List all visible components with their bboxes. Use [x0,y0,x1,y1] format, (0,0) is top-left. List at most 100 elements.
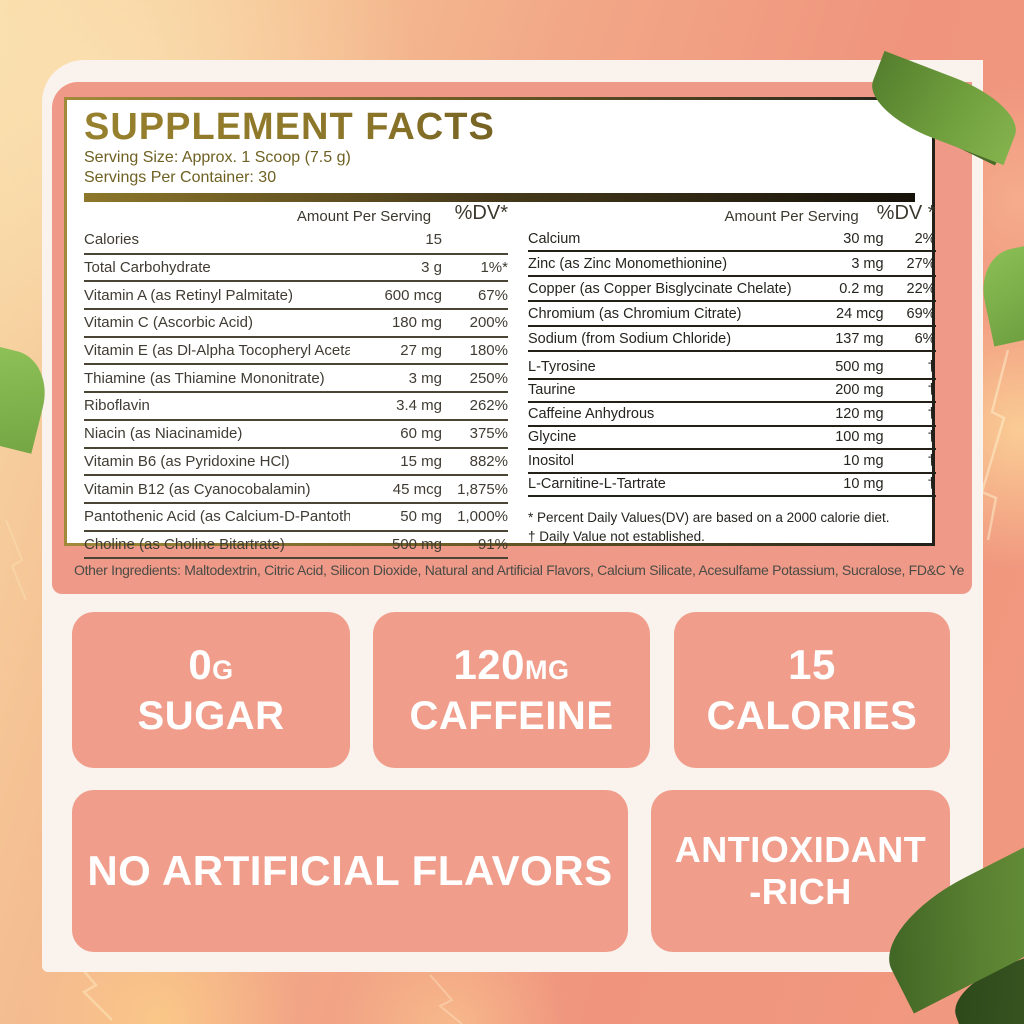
badge-label: NO ARTIFICIAL FLAVORS [87,847,613,894]
nutrient-amount: 180 mg [391,314,442,332]
nutrient-amount: 60 mg [400,425,442,443]
nutrient-name: Vitamin C (Ascorbic Acid) [84,314,253,332]
nutrient-dv: † [927,452,936,469]
amount-per-serving-header: Amount Per Serving [296,208,432,225]
table-row: Vitamin A (as Retinyl Palmitate) 600 mcg… [84,282,508,311]
badge-label-line2: -RICH [749,871,852,912]
nutrient-amount: 120 mg [835,405,884,422]
nutrient-name: Vitamin E (as Dl-Alpha Tocopheryl Acetat… [84,342,350,360]
table-row: Glycine 100 mg † [528,427,936,450]
table-row: Pantothenic Acid (as Calcium-D-Pantothen… [84,504,508,532]
nutrient-name: Vitamin B6 (as Pyridoxine HCl) [84,452,290,470]
table-row: Niacin (as Niacinamide) 60 mg 375% [84,421,508,449]
nutrient-dv: † [927,358,936,375]
nutrient-dv: 375% [469,425,508,443]
table-row: L-Tyrosine 500 mg † [528,356,936,380]
nutrient-amount: 137 mg [835,330,884,347]
aminos-rows: L-Tyrosine 500 mg † Taurine 200 mg † [528,356,936,497]
nutrient-dv: † [927,476,936,493]
nutrient-dv: 27% [906,255,936,272]
header-divider-bar [84,193,915,202]
table-row: Calcium 30 mg 2% [528,227,936,252]
table-row: Total Carbohydrate 3 g 1%* [84,255,508,283]
supplement-label-block: SUPPLEMENT FACTS Serving Size: Approx. 1… [52,82,972,594]
right-column: Amount Per Serving %DV * Calcium 30 mg 2… [514,202,936,544]
left-column: Amount Per Serving %DV* Calories 15 [84,202,508,560]
nutrient-amount: 24 mcg [836,305,884,322]
badge-label-line1: ANTIOXIDANT [674,829,927,870]
table-row: Inositol 10 mg † [528,450,936,474]
nutrient-dv: † [927,429,936,446]
badge-value: 15 [788,640,836,688]
nutrient-amount: 100 mg [835,429,884,446]
badge-label: SUGAR [137,693,285,738]
nutrient-dv: 250% [469,369,508,387]
badge-unit: MG [525,654,570,685]
badge-sugar: 0G SUGAR [72,612,350,768]
nutrient-name: Vitamin A (as Retinyl Palmitate) [84,286,293,304]
nutrient-name: Choline (as Choline Bitartrate) [84,535,285,553]
nutrient-name: Pantothenic Acid (as Calcium-D-Pantothen… [84,508,350,526]
nutrient-amount: 30 mg [843,230,884,247]
badge-value-line: 15 [788,640,836,693]
nutrient-name: Taurine [528,382,576,399]
nutrient-amount: 3 g [421,259,442,277]
table-row: Taurine 200 mg † [528,380,936,403]
badge-unit: G [212,654,234,685]
nutrient-amount: 15 [425,231,442,249]
servings-per-container: Servings Per Container: 30 [84,169,277,186]
nutrient-name: Thiamine (as Thiamine Mononitrate) [84,369,325,387]
footnote-dv: * Percent Daily Values(DV) are based on … [528,510,890,525]
table-row: Vitamin B12 (as Cyanocobalamin) 45 mcg 1… [84,476,508,504]
nutrient-amount: 3.4 mg [396,397,442,415]
nutrient-name: Calories [84,231,140,249]
table-row: Vitamin B6 (as Pyridoxine HCl) 15 mg 882… [84,449,508,477]
nutrient-name: Inositol [528,452,574,469]
table-row: Vitamin C (Ascorbic Acid) 180 mg 200% [84,310,508,338]
badge-antioxidant-rich: ANTIOXIDANT -RICH [651,790,950,952]
badge-calories: 15 CALORIES [674,612,950,768]
nutrient-dv: 1,000% [457,508,508,526]
badge-value-line: 0G [188,640,234,693]
nutrient-amount: 200 mg [835,382,884,399]
nutrient-dv: 1,875% [457,480,508,498]
nutrient-dv: 69% [906,305,936,322]
nutrient-name: Zinc (as Zinc Monomethionine) [528,255,728,272]
nutrient-dv: † [927,405,936,422]
left-table-header: Amount Per Serving %DV* [84,202,508,227]
nutrient-dv: † [927,382,936,399]
badge-label: CAFFEINE [409,693,614,738]
left-table-rows: Calories 15 Total Carbohydrate 3 g 1%* [84,227,508,560]
content-card: SUPPLEMENT FACTS Serving Size: Approx. 1… [42,60,983,972]
supplement-facts-title: SUPPLEMENT FACTS [84,106,915,148]
badge-value: 0 [188,640,213,688]
table-row: Riboflavin 3.4 mg 262% [84,393,508,421]
nutrient-name: L-Tyrosine [528,358,596,375]
nutrient-name: Caffeine Anhydrous [528,405,655,422]
minerals-rows: Calcium 30 mg 2% Zinc (as Zinc Monomethi… [528,227,936,352]
nutrient-name: Riboflavin [84,397,150,415]
table-row: Copper (as Copper Bisglycinate Chelate) … [528,277,936,302]
nutrient-dv: 882% [469,452,508,470]
nutrient-amount: 500 mg [391,535,442,553]
nutrient-name: Chromium (as Chromium Citrate) [528,305,742,322]
table-row: Choline (as Choline Bitartrate) 500 mg 9… [84,532,508,560]
other-ingredients: Other Ingredients: Maltodextrin, Citric … [74,562,964,578]
nutrient-name: L-Carnitine-L-Tartrate [528,476,666,493]
nutrient-amount: 45 mcg [392,480,442,498]
facts-columns: Amount Per Serving %DV* Calories 15 [84,202,936,560]
nutrient-name: Copper (as Copper Bisglycinate Chelate) [528,280,792,297]
table-row: L-Carnitine-L-Tartrate 10 mg † [528,474,936,497]
table-row: Thiamine (as Thiamine Mononitrate) 3 mg … [84,365,508,394]
badge-caffeine: 120MG CAFFEINE [373,612,650,768]
nutrient-amount: 50 mg [400,508,442,526]
nutrient-amount: 600 mcg [384,286,442,304]
footnote-dagger: † Daily Value not established. [528,529,705,544]
nutrient-amount: 3 mg [408,369,442,387]
nutrient-name: Calcium [528,230,581,247]
serving-size: Serving Size: Approx. 1 Scoop (7.5 g) [84,149,351,166]
nutrient-amount: 500 mg [835,358,884,375]
nutrient-name: Sodium (from Sodium Chloride) [528,330,732,347]
nutrient-amount: 0.2 mg [839,280,884,297]
